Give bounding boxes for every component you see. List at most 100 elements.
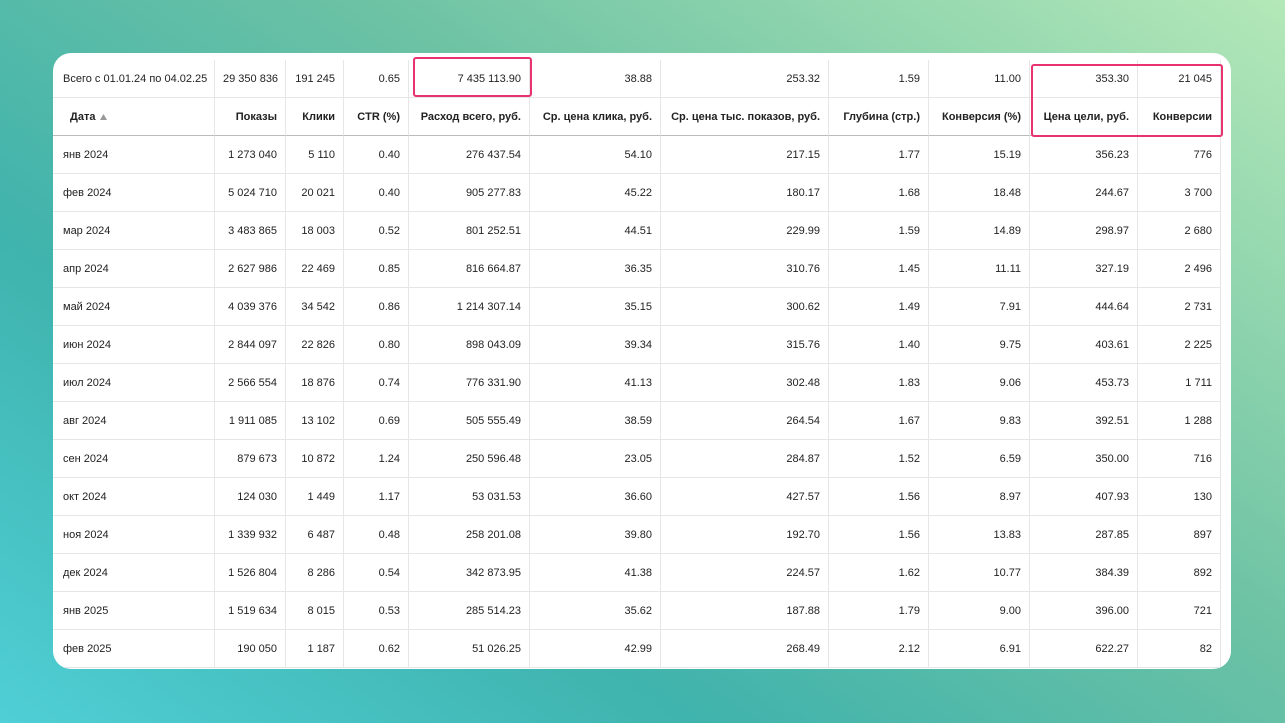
table-cell: 51 026.25 xyxy=(409,630,530,668)
row-date-text: мар 2024 xyxy=(63,225,111,237)
table-cell: 36.35 xyxy=(530,250,661,288)
table-cell: 1.40 xyxy=(829,326,929,364)
table-cell: 2 627 986 xyxy=(215,250,286,288)
table-cell-text: 6 487 xyxy=(307,529,335,541)
table-cell-text: 44.51 xyxy=(624,225,652,237)
table-cell-text: 0.53 xyxy=(378,605,400,617)
table-cell-text: 36.60 xyxy=(624,491,652,503)
table-cell: 1.77 xyxy=(829,136,929,174)
table-cell-text: 1.83 xyxy=(898,377,920,389)
column-header[interactable]: Показы xyxy=(215,98,286,136)
table-cell-text: 2 731 xyxy=(1184,301,1212,313)
summary-value: 29 350 836 xyxy=(215,60,286,98)
row-date-text: фев 2025 xyxy=(63,643,112,655)
table-cell: 9.06 xyxy=(929,364,1030,402)
table-cell-text: 0.86 xyxy=(378,301,400,313)
table-cell-text: 356.23 xyxy=(1095,149,1129,161)
table-cell-text: 9.06 xyxy=(999,377,1021,389)
table-cell: 1 339 932 xyxy=(215,516,286,554)
column-header[interactable]: Конверсия (%) xyxy=(929,98,1030,136)
column-header[interactable]: Дата xyxy=(53,98,215,136)
table-cell: 11.11 xyxy=(929,250,1030,288)
table-cell: 276 437.54 xyxy=(409,136,530,174)
row-date: авг 2024 xyxy=(53,402,215,440)
table-cell: 0.40 xyxy=(344,136,409,174)
summary-value-text: 38.88 xyxy=(624,73,652,85)
table-cell-text: 258 201.08 xyxy=(465,529,521,541)
column-header-text: Дата xyxy=(70,111,96,123)
table-cell-text: 1.68 xyxy=(898,187,920,199)
table-cell-text: 15.19 xyxy=(993,149,1021,161)
table-cell-text: 10 872 xyxy=(301,453,335,465)
table-cell: 1 519 634 xyxy=(215,592,286,630)
row-date-text: июл 2024 xyxy=(63,377,112,389)
summary-value: 21 045 xyxy=(1138,60,1221,98)
table-cell: 403.61 xyxy=(1030,326,1138,364)
table-cell: 622.27 xyxy=(1030,630,1138,668)
table-cell: 5 024 710 xyxy=(215,174,286,212)
table-cell-text: 82 xyxy=(1199,643,1212,655)
summary-value: 353.30 xyxy=(1030,60,1138,98)
column-header-text: Ср. цена тыс. показов, руб. xyxy=(671,111,820,123)
table-cell: 0.69 xyxy=(344,402,409,440)
table-cell-text: 1.24 xyxy=(378,453,400,465)
table-cell-text: 392.51 xyxy=(1095,415,1129,427)
row-date: окт 2024 xyxy=(53,478,215,516)
table-cell-text: 45.22 xyxy=(624,187,652,199)
table-cell: 5 110 xyxy=(286,136,344,174)
table-cell-text: 0.40 xyxy=(378,149,400,161)
table-cell-text: 0.69 xyxy=(378,415,400,427)
table-cell-text: 13.83 xyxy=(993,529,1021,541)
table-cell: 721 xyxy=(1138,592,1221,630)
table-cell-text: 34 542 xyxy=(301,301,335,313)
table-cell-text: 315.76 xyxy=(786,339,820,351)
column-header[interactable]: Ср. цена тыс. показов, руб. xyxy=(661,98,829,136)
table-cell: 1.62 xyxy=(829,554,929,592)
table-cell-text: 124 030 xyxy=(237,491,277,503)
column-header[interactable]: Ср. цена клика, руб. xyxy=(530,98,661,136)
table-cell: 1 449 xyxy=(286,478,344,516)
table-cell: 776 xyxy=(1138,136,1221,174)
row-date-text: янв 2024 xyxy=(63,149,109,161)
summary-value-text: 7 435 113.90 xyxy=(457,73,521,85)
table-cell-text: 244.67 xyxy=(1095,187,1129,199)
table-cell-text: 2 680 xyxy=(1184,225,1212,237)
table-cell-text: 716 xyxy=(1193,453,1212,465)
table-cell: 13.83 xyxy=(929,516,1030,554)
table-cell-text: 5 024 710 xyxy=(228,187,277,199)
table-cell: 10 872 xyxy=(286,440,344,478)
table-cell-text: 180.17 xyxy=(786,187,820,199)
column-header-text: Конверсии xyxy=(1152,111,1212,123)
table-cell: 18 876 xyxy=(286,364,344,402)
column-header[interactable]: Глубина (стр.) xyxy=(829,98,929,136)
table-cell-text: 0.85 xyxy=(378,263,400,275)
table-cell: 287.85 xyxy=(1030,516,1138,554)
summary-value: 0.65 xyxy=(344,60,409,98)
table-cell-text: 22 826 xyxy=(301,339,335,351)
column-header[interactable]: CTR (%) xyxy=(344,98,409,136)
table-cell: 6.91 xyxy=(929,630,1030,668)
table-cell-text: 384.39 xyxy=(1095,567,1129,579)
column-header-text: Расход всего, руб. xyxy=(420,111,521,123)
row-date-text: фев 2024 xyxy=(63,187,112,199)
table-cell-text: 53 031.53 xyxy=(472,491,521,503)
table-cell: 427.57 xyxy=(661,478,829,516)
column-header-text: Цена цели, руб. xyxy=(1043,111,1129,123)
table-cell: 1 273 040 xyxy=(215,136,286,174)
table-cell-text: 622.27 xyxy=(1095,643,1129,655)
table-cell: 1.24 xyxy=(344,440,409,478)
table-cell-text: 3 483 865 xyxy=(228,225,277,237)
table-cell-text: 0.54 xyxy=(378,567,400,579)
column-header[interactable]: Клики xyxy=(286,98,344,136)
table-cell: 10.77 xyxy=(929,554,1030,592)
table-cell: 315.76 xyxy=(661,326,829,364)
table-cell-text: 130 xyxy=(1193,491,1212,503)
column-header[interactable]: Расход всего, руб. xyxy=(409,98,530,136)
table-cell: 44.51 xyxy=(530,212,661,250)
table-cell: 45.22 xyxy=(530,174,661,212)
table-cell: 6.59 xyxy=(929,440,1030,478)
table-cell: 2 680 xyxy=(1138,212,1221,250)
table-cell-text: 190 050 xyxy=(237,643,277,655)
row-date: ноя 2024 xyxy=(53,516,215,554)
table-cell-text: 13 102 xyxy=(301,415,335,427)
